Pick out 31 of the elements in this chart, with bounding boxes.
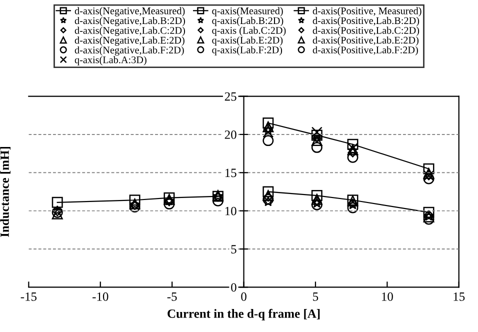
legend-label: d-axis(Positive, Measured): [312, 7, 422, 16]
legend-label: d-axis(Positive,Lab.F:2D): [312, 46, 418, 56]
x-tick-label: 0: [241, 292, 246, 301]
x-tick-label: -10: [92, 292, 108, 301]
x-tick-label: 10: [382, 292, 393, 301]
legend-label: d-axis(Positive,Lab.B:2D): [312, 16, 420, 26]
x-tick-label: -15: [20, 292, 37, 301]
y-tick-label: 25: [224, 92, 236, 101]
x-tick-label: -5: [167, 292, 177, 301]
x-axis-title: Current in the d-q frame [A]: [168, 308, 320, 320]
legend-label: q-axis(Lab.B:2D): [212, 16, 284, 26]
y-tick-label: 15: [225, 168, 236, 178]
legend-label: d-axis(Negative,Lab.E:2D): [74, 36, 184, 46]
x-tick-label: 15: [454, 292, 465, 301]
legend-label: q-axis(Lab.F:2D): [212, 46, 282, 56]
y-tick-label: 0: [231, 283, 236, 292]
legend-label: d-axis(Negative,Lab.B:2D): [74, 16, 185, 26]
legend-label: d-axis(Negative,Lab.F:2D): [74, 46, 184, 56]
legend-label: q-axis (Lab.C:2D): [212, 26, 286, 36]
legend-label: q-axis(Measured): [212, 7, 283, 16]
y-tick-label: 10: [225, 206, 236, 216]
y-tick-label: 20: [224, 130, 236, 139]
legend-label: q-axis(Lab.E:2D): [212, 36, 283, 46]
legend-label: d-axis(Positive,Lab.C:2D): [312, 26, 420, 36]
legend-label: d-axis(Positive,Lab.E:2D): [312, 36, 418, 46]
legend-label: q-axis(Lab.A:3D): [74, 56, 146, 66]
y-axis-title: Inductance [mH]: [0, 147, 10, 237]
y-tick-label: 5: [231, 245, 236, 254]
x-tick-label: 5: [313, 292, 318, 301]
legend-label: d-axis(Negative,Lab.C:2D): [74, 26, 185, 36]
legend-label: d-axis(Negative,Measured): [74, 7, 185, 16]
